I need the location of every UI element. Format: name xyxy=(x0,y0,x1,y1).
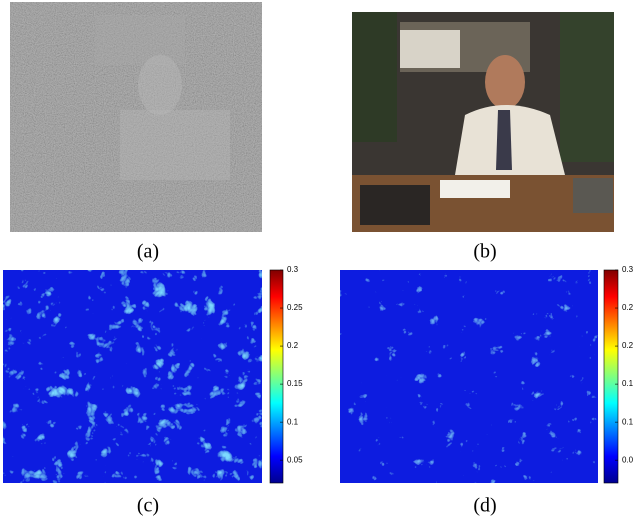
clean-image xyxy=(352,12,614,232)
colorbar-tick-label: 0.25 xyxy=(287,303,303,312)
colorbar-tick-label: 0.05 xyxy=(622,455,633,464)
colorbar-tick-label: 0.15 xyxy=(622,379,633,388)
colorbar-tick-label: 0.3 xyxy=(622,265,633,274)
colorbar-tick-label: 0.1 xyxy=(287,417,299,426)
caption: (c) xyxy=(137,495,159,517)
colorbar-tick-label: 0.2 xyxy=(622,341,633,350)
colorbar-tick-label: 0.1 xyxy=(622,417,633,426)
colorbar-tick-label: 0.3 xyxy=(287,265,299,274)
colorbar-tick-label: 0.2 xyxy=(287,341,299,350)
noisy-image xyxy=(10,2,262,232)
error-map xyxy=(340,270,598,483)
error-map xyxy=(3,270,262,483)
colorbar-tick-label: 0.25 xyxy=(622,303,633,312)
colorbar-tick-label: 0.05 xyxy=(287,455,303,464)
colorbar xyxy=(269,269,284,484)
caption: (a) xyxy=(137,241,159,263)
caption: (b) xyxy=(473,241,496,263)
caption: (d) xyxy=(473,495,496,517)
colorbar xyxy=(603,269,619,484)
colorbar-tick-label: 0.15 xyxy=(287,379,303,388)
